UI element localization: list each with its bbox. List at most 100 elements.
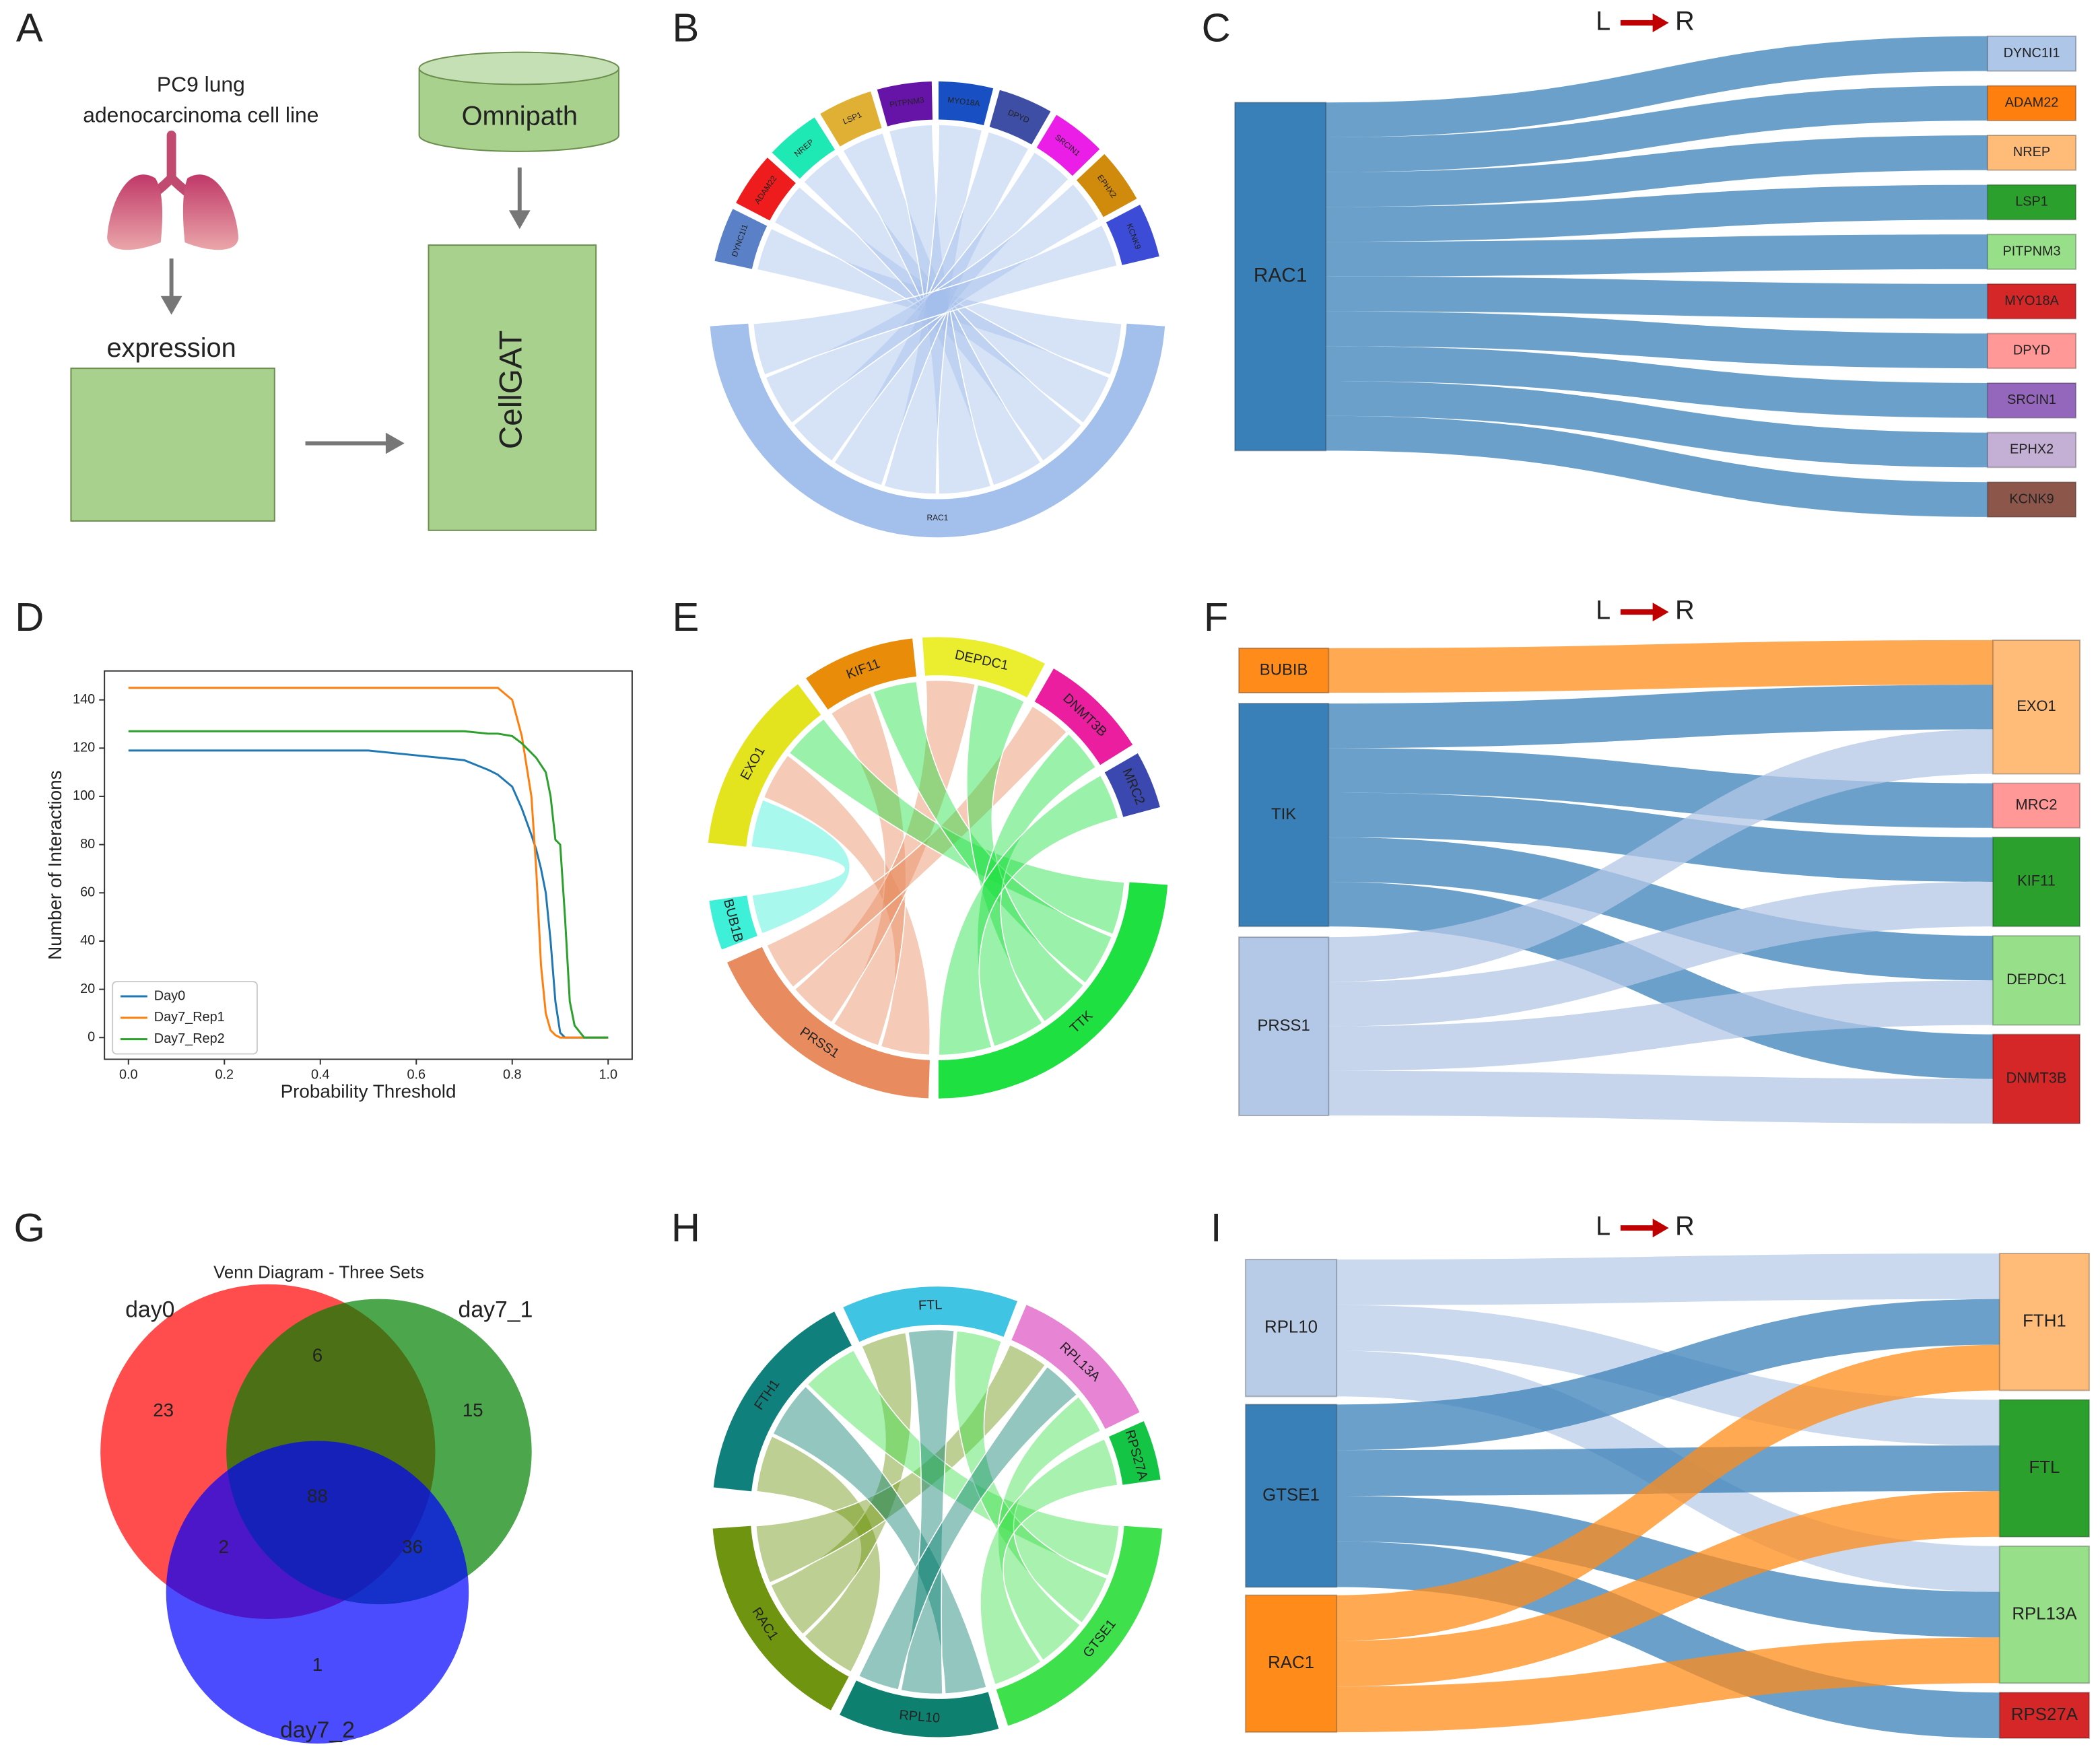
cell-line-text: PC9 lung bbox=[157, 72, 245, 96]
chord-node bbox=[706, 893, 760, 953]
chord-label: MYO18A bbox=[947, 95, 981, 108]
sankey-label: LSP1 bbox=[2015, 195, 2048, 209]
chord-ribbon bbox=[773, 186, 1110, 424]
sankey-label: RAC1 bbox=[1254, 265, 1308, 287]
chord-node bbox=[803, 636, 919, 713]
y-tick-label: 140 bbox=[73, 692, 95, 707]
chord-node bbox=[706, 681, 824, 849]
chord-ribbon bbox=[888, 124, 992, 495]
database-icon bbox=[418, 51, 619, 152]
panel-label: I bbox=[1211, 1205, 1222, 1250]
sankey-node bbox=[1998, 1545, 2091, 1684]
sankey-label: KCNK9 bbox=[2009, 491, 2054, 506]
x-axis-label: Probability Threshold bbox=[281, 1081, 456, 1102]
chord-ribbon bbox=[807, 1349, 1120, 1577]
chord-ribbon bbox=[756, 228, 1122, 376]
y-tick-label: 0 bbox=[88, 1030, 95, 1045]
chord-ribbon bbox=[976, 732, 1097, 1047]
sankey-node bbox=[1992, 836, 2081, 928]
direction-arrow-head bbox=[1652, 1218, 1669, 1238]
panel-label: E bbox=[673, 594, 700, 640]
sankey-flow bbox=[1336, 1491, 2000, 1687]
sankey-label: EXO1 bbox=[2017, 697, 2056, 714]
chord-ribbon bbox=[765, 182, 1100, 424]
sankey-node bbox=[1986, 333, 2077, 370]
sankey-label: DPYD bbox=[2013, 343, 2050, 358]
chord-node bbox=[769, 114, 838, 182]
sankey-flow bbox=[1326, 276, 1988, 319]
chord-node bbox=[708, 321, 1167, 540]
sankey-label: RAC1 bbox=[1268, 1653, 1314, 1672]
sankey-node bbox=[1986, 184, 2077, 221]
chord-node bbox=[840, 1284, 1020, 1345]
sankey-flow bbox=[1326, 234, 1988, 277]
cell-line-text: adenocarcinoma cell line bbox=[83, 103, 318, 127]
venn-set-label: day7_2 bbox=[280, 1717, 355, 1743]
chord-node bbox=[1073, 151, 1140, 220]
chord-node bbox=[875, 79, 935, 129]
sankey-node bbox=[1238, 703, 1330, 928]
chord-ribbon bbox=[763, 754, 931, 1056]
sankey-label: DYNC1I1 bbox=[2004, 46, 2060, 61]
panel-label: H bbox=[671, 1205, 700, 1250]
chord-node bbox=[1034, 112, 1103, 179]
chord-ribbon bbox=[938, 774, 1119, 1056]
panel-label: G bbox=[14, 1205, 45, 1250]
sankey-node bbox=[1986, 35, 2077, 72]
sankey-node bbox=[1238, 647, 1330, 694]
sankey-node bbox=[1992, 935, 2081, 1026]
chord-ribbon bbox=[794, 679, 976, 1023]
chord-node bbox=[920, 635, 1048, 700]
panel-label: F bbox=[1204, 594, 1228, 640]
lung-icon bbox=[107, 131, 239, 250]
direction-right: R bbox=[1675, 1212, 1695, 1241]
y-tick-label: 60 bbox=[80, 885, 95, 900]
chord-ribbon bbox=[766, 705, 1068, 988]
chord-ribbon bbox=[770, 1332, 912, 1635]
expression-box bbox=[70, 368, 275, 522]
y-tick-label: 120 bbox=[73, 741, 95, 755]
sankey-flow bbox=[1326, 415, 1988, 517]
chord-ribbon bbox=[833, 131, 1030, 487]
direction-left: L bbox=[1596, 596, 1611, 625]
legend-label: Day7_Rep2 bbox=[154, 1031, 225, 1046]
sankey-label: PRSS1 bbox=[1257, 1017, 1310, 1035]
data-line bbox=[128, 730, 609, 1039]
sankey-node bbox=[1992, 782, 2081, 829]
direction-left: L bbox=[1596, 1212, 1611, 1241]
sankey-node bbox=[1998, 1692, 2091, 1740]
database-label: Omnipath bbox=[462, 102, 578, 131]
sankey-label: ADAM22 bbox=[2005, 96, 2059, 110]
sankey-flow bbox=[1336, 1637, 2000, 1733]
y-tick-label: 100 bbox=[73, 788, 95, 803]
chord-ribbon bbox=[752, 224, 1118, 376]
chord-ribbon bbox=[750, 799, 850, 935]
chord-ribbon bbox=[755, 1344, 1046, 1584]
direction-left: L bbox=[1596, 6, 1611, 36]
sankey-flow bbox=[1328, 685, 1993, 749]
direction-right: R bbox=[1675, 6, 1695, 36]
sankey-flow bbox=[1328, 837, 1993, 981]
chord-node bbox=[1009, 1302, 1143, 1432]
panel-label: A bbox=[16, 5, 43, 50]
sankey-label: FTH1 bbox=[2023, 1312, 2066, 1331]
sankey-flow bbox=[1326, 36, 1988, 137]
venn-region-count: 36 bbox=[402, 1536, 423, 1557]
panel-label: B bbox=[673, 5, 700, 50]
sankey-node bbox=[1986, 135, 2077, 171]
chart-title: Venn Diagram - Three Sets bbox=[213, 1264, 424, 1282]
sankey-label: RPL13A bbox=[2012, 1604, 2077, 1623]
y-tick-label: 40 bbox=[80, 933, 95, 948]
sankey-label: FTL bbox=[2029, 1458, 2060, 1477]
direction-arrow-head bbox=[1652, 13, 1669, 32]
expression-label: expression bbox=[106, 333, 236, 363]
sankey-node bbox=[1238, 936, 1330, 1117]
sankey-node bbox=[1992, 1033, 2081, 1124]
sankey-flow bbox=[1326, 85, 1988, 172]
chord-ribbon bbox=[772, 1385, 988, 1694]
chord-ribbon bbox=[966, 684, 1085, 1023]
chord-node bbox=[817, 89, 885, 149]
x-tick-label: 0.2 bbox=[215, 1068, 234, 1082]
sankey-label: KIF11 bbox=[2017, 872, 2056, 889]
chord-ribbon bbox=[900, 1329, 955, 1695]
